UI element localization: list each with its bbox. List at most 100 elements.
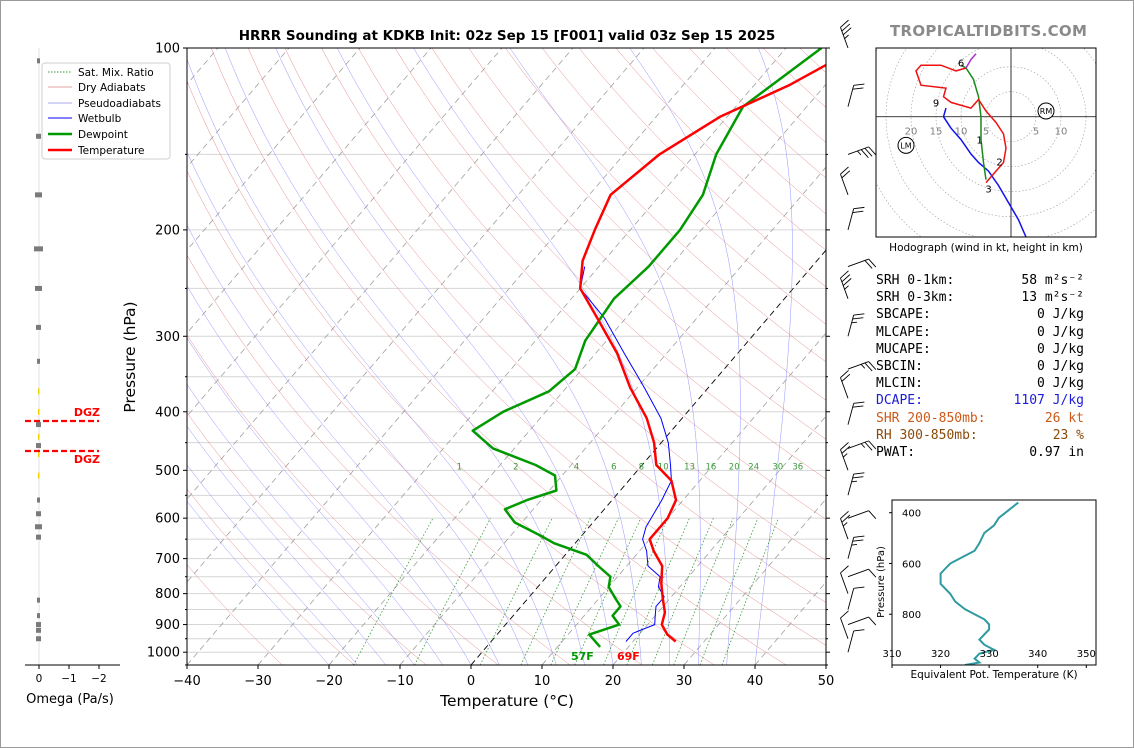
omega-marker [36, 627, 41, 633]
pseudo-adiabat [187, 500, 330, 665]
dgz-label-top: DGZ [74, 406, 100, 419]
isotherm-line [612, 415, 826, 665]
omega-marker [36, 443, 41, 449]
dry-adiabat [247, 48, 826, 646]
wind-barb [840, 511, 851, 540]
omega-marker [35, 285, 42, 291]
x-tick-label: −10 [386, 674, 413, 689]
hodograph-trace-green [960, 64, 987, 180]
y-tick-label: 200 [155, 223, 180, 238]
omega-tick-1: −1 [61, 673, 76, 685]
dry-adiabat [284, 48, 826, 603]
skewt-ylabel: Pressure (hPa) [121, 301, 139, 412]
omega-marker [37, 358, 40, 364]
param-row: RH 300-850mb: 23 % [876, 427, 1096, 444]
pseudo-adiabat [187, 425, 386, 665]
omega-panel: 0 −1 −2 Omega (Pa/s) DGZ DGZ [25, 48, 120, 707]
dry-adiabat [394, 48, 826, 480]
omega-marker [37, 58, 40, 64]
dry-adiabat [187, 170, 643, 665]
omega-dgz-marker [38, 433, 40, 440]
pseudo-adiabat [187, 224, 500, 665]
hodograph-height-label: 3 [985, 184, 991, 195]
param-value: 23 % [1052, 427, 1084, 443]
param-row: SRH 0-3km: 13 m²s⁻² [876, 289, 1096, 306]
x-tick-label: 50 [818, 674, 835, 689]
param-value: 0 J/kg [1037, 307, 1084, 323]
wetbulb-profile [579, 266, 672, 642]
pseudo-adiabat [275, 48, 614, 665]
y-tick-label: 800 [155, 587, 180, 602]
hodograph-height-label: 9 [933, 98, 939, 109]
isotherm-line [187, 48, 645, 583]
param-value: 0 J/kg [1037, 324, 1084, 340]
hodograph-trace-red [915, 64, 1007, 184]
param-value: 26 kt [1044, 410, 1084, 426]
dry-adiabat [542, 48, 826, 325]
mixing-ratio-line [603, 518, 669, 665]
wind-barb [840, 370, 851, 399]
hodograph-ring-label: 5 [1033, 127, 1039, 138]
mixing-ratio-line [550, 518, 619, 665]
wind-barb [847, 401, 865, 425]
param-row: MLCIN: 0 J/kg [876, 375, 1096, 392]
dry-adiabat [187, 412, 427, 665]
wind-barb [847, 586, 865, 610]
wind-barb [840, 270, 852, 299]
param-label: MUCAPE: [876, 341, 931, 357]
mixing-ratio-label: 10 [658, 462, 669, 472]
hodograph-trace-blue [942, 107, 1027, 237]
omega-marker [36, 622, 41, 628]
surface-temperature-label: 69F [617, 650, 640, 663]
mixing-ratio-label: 36 [792, 462, 803, 472]
theta-e-panel: 310 320 330 340 350 400 600 800 Equivalent Pot.… [876, 499, 1097, 681]
dry-adiabat [187, 334, 499, 665]
pseudo-adiabat [187, 464, 358, 665]
wind-barb [847, 568, 877, 578]
wind-barb [847, 313, 865, 337]
param-label: SRH 0-3km: [876, 290, 955, 306]
param-label: MLCAPE: [876, 324, 931, 340]
storm-motion-marker [1037, 102, 1055, 120]
mixing-ratio-label: 13 [684, 462, 695, 472]
omega-marker [37, 613, 40, 619]
param-row: SBCIN: 0 J/kg [876, 358, 1096, 375]
omega-marker [36, 534, 41, 540]
legend-wetbulb: Wetbulb [78, 113, 122, 125]
dry-adiabat [187, 488, 355, 665]
pseudo-adiabat [187, 285, 472, 665]
theta-e-ylabel: Pressure (hPa) [876, 546, 887, 618]
mixing-ratio-label: 30 [772, 462, 783, 472]
mixing-ratio-line [721, 518, 779, 665]
y-tick-label: 600 [155, 512, 180, 527]
pseudo-adiabat [187, 151, 529, 665]
theta-e-frame [891, 499, 1097, 666]
theta-e-xlabel: Equivalent Pot. Temperature (K) [910, 669, 1077, 681]
isotherm-line [470, 249, 826, 665]
omega-dgz-marker [38, 472, 40, 479]
y-tick-label: 700 [155, 552, 180, 567]
theta-x-tick-label: 340 [1028, 649, 1047, 660]
storm-motion-label: LM [900, 141, 911, 150]
pseudo-adiabat [336, 48, 642, 665]
storm-motion-label: RM [1040, 107, 1053, 116]
omega-tick-2: −2 [91, 673, 106, 685]
pseudo-adiabat [187, 337, 443, 665]
wind-barb [847, 616, 877, 626]
x-tick-label: 0 [467, 674, 475, 689]
wind-barb [847, 361, 877, 372]
omega-dgz-marker [38, 408, 40, 415]
theta-x-tick-label: 310 [882, 649, 901, 660]
hodograph-panel: 20 15 10 5 5 10 1 2 3 6 9 RM LM Hodograph (wind in … [875, 47, 1097, 254]
param-row: SBCAPE: 0 J/kg [876, 306, 1096, 323]
omega-tick-0: 0 [36, 673, 43, 685]
theta-x-tick-label: 320 [931, 649, 950, 660]
dewpoint-profile [471, 48, 823, 648]
theta-y-tick-label: 600 [902, 559, 921, 570]
isotherm-line [187, 48, 716, 665]
surface-dewpoint-label: 57F [571, 650, 594, 663]
param-row: MUCAPE: 0 J/kg [876, 341, 1096, 358]
pseudo-adiabat [187, 383, 415, 665]
legend-box [41, 62, 171, 160]
